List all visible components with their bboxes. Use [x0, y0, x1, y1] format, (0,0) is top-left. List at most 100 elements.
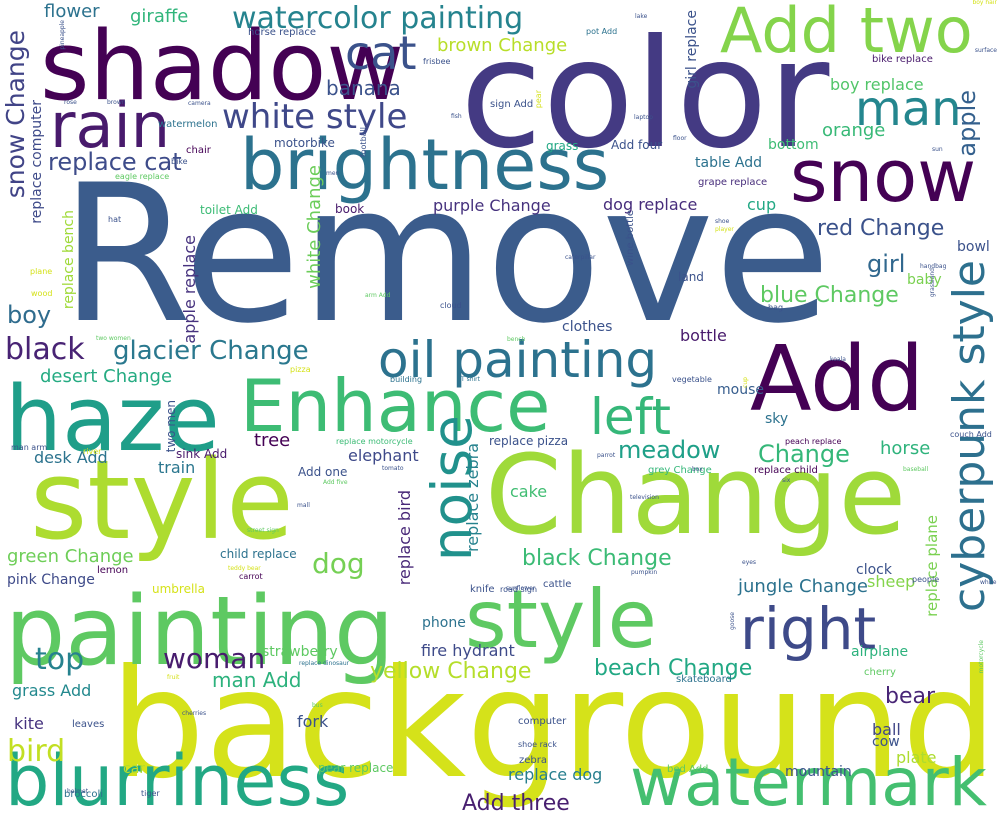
cloud-word: dog replace	[603, 195, 698, 214]
cloud-word: carrot	[239, 572, 263, 581]
cloud-word: bird	[7, 734, 66, 769]
cloud-word: shoe rack	[518, 740, 557, 749]
cloud-word: motorbike	[274, 136, 335, 150]
cloud-word: skateboard	[676, 674, 732, 685]
cloud-word: building	[390, 375, 423, 384]
cloud-word: sign Add	[490, 99, 534, 110]
cloud-word: elephant	[348, 446, 419, 465]
cloud-word: meadow	[618, 436, 721, 464]
cloud-word: bag	[768, 303, 784, 312]
cloud-word: surface	[974, 47, 997, 54]
cloud-word: lemon	[97, 565, 129, 576]
cloud-word: style	[465, 573, 657, 666]
cloud-word: watermark	[630, 744, 987, 816]
cloud-word: chair	[186, 145, 211, 156]
cloud-word: mountain	[785, 764, 852, 780]
cloud-word: rose	[64, 99, 77, 106]
cloud-word: street sign	[247, 527, 279, 534]
cloud-word: replace plane	[923, 515, 941, 617]
cloud-word: broccoli	[64, 789, 104, 800]
cloud-word: man	[855, 81, 962, 137]
cloud-word: jungle Change	[738, 576, 868, 597]
cloud-word: green Change	[7, 546, 134, 567]
cloud-word: purple Change	[433, 196, 551, 215]
cloud-word: Change	[485, 431, 907, 559]
cloud-word: river	[83, 447, 102, 456]
cloud-word: grass Add	[12, 681, 92, 700]
cloud-word: replace motorcycle	[336, 437, 413, 446]
cloud-word: box	[692, 466, 703, 473]
cloud-word: brown Change	[437, 35, 568, 56]
cloud-word: plane	[30, 267, 53, 276]
cloud-word: shoe	[715, 218, 730, 225]
cloud-word: giraffe	[130, 6, 189, 27]
cloud-word: grey Change	[648, 465, 712, 476]
cloud-word: desert Change	[40, 366, 173, 387]
cloud-word: umbrella	[152, 582, 205, 596]
cloud-word: two women	[96, 335, 131, 342]
cloud-word: Add three	[462, 791, 570, 816]
cloud-word: bed Add	[667, 764, 709, 775]
cloud-word: horse	[880, 438, 931, 459]
cloud-word: desk Add	[34, 448, 108, 467]
cloud-word: parrot	[597, 452, 616, 459]
cloud-word: table Add	[695, 155, 763, 171]
cloud-word: Add one	[298, 465, 348, 479]
cloud-word: snow	[790, 134, 977, 218]
cloud-word: white style	[222, 97, 408, 137]
cloud-word: cherries	[182, 710, 207, 717]
cloud-word: cake	[510, 482, 548, 501]
cloud-word: couch Add	[950, 430, 992, 439]
cloud-word: sink Add	[176, 447, 228, 461]
cloud-word: replace bird	[395, 490, 414, 586]
cloud-word: girl replace	[684, 10, 700, 89]
cloud-word: child replace	[220, 547, 297, 561]
cloud-word: Add four	[611, 138, 663, 152]
cloud-word: vegetable	[672, 375, 712, 384]
cloud-word: clothes	[562, 319, 613, 335]
cloud-word: haze	[5, 367, 220, 472]
cloud-word: tree	[254, 430, 291, 451]
cloud-word: dog	[312, 547, 365, 580]
cloud-word: apple replace	[180, 235, 199, 344]
cloud-word: mouse	[717, 382, 764, 398]
cloud-word: zebra	[519, 755, 547, 766]
cloud-word: black	[5, 332, 85, 367]
cloud-word: Change	[758, 440, 850, 468]
cloud-word: fork	[297, 712, 329, 731]
cloud-word: sun	[932, 146, 943, 153]
cloud-word: replace zebra	[463, 443, 482, 552]
cloud-word: rain	[50, 89, 171, 162]
cloud-word: cow	[872, 734, 900, 750]
cloud-word: train	[158, 458, 196, 477]
cloud-word: banana	[326, 76, 401, 100]
cloud-word: snow Change	[1, 30, 30, 199]
cloud-word: cup	[742, 377, 749, 388]
cloud-word: woman	[163, 642, 266, 675]
cloud-word: book	[335, 202, 365, 216]
cloud-word: bike	[171, 157, 188, 166]
cloud-word: kite	[14, 714, 44, 733]
cloud-word: orange	[822, 120, 886, 141]
cloud-word: tiger	[141, 789, 160, 798]
cloud-word: cloud	[440, 301, 462, 310]
cloud-word: fruit	[167, 674, 180, 681]
cloud-word: horse replace	[248, 27, 317, 38]
cloud-word: land	[678, 270, 704, 284]
cloud-word: boy hair	[972, 0, 997, 6]
cloud-word: frisbee	[423, 57, 451, 66]
cloud-word: toilet Add	[200, 203, 258, 217]
cloud-word: pink Change	[7, 572, 95, 588]
cloud-word: blurriness	[5, 740, 350, 816]
cloud-word: pear replace	[318, 761, 394, 775]
cloud-word: laptop	[634, 114, 653, 121]
cloud-word: Add	[750, 327, 925, 432]
cloud-word: flower	[44, 1, 100, 22]
cloud-word: clock	[856, 562, 892, 578]
cloud-word: white	[980, 579, 997, 586]
cloud-word: replace bench	[61, 210, 77, 310]
cloud-word: bike replace	[872, 54, 933, 65]
cloud-word: phone	[422, 615, 466, 631]
cloud-word: black Change	[522, 546, 672, 571]
